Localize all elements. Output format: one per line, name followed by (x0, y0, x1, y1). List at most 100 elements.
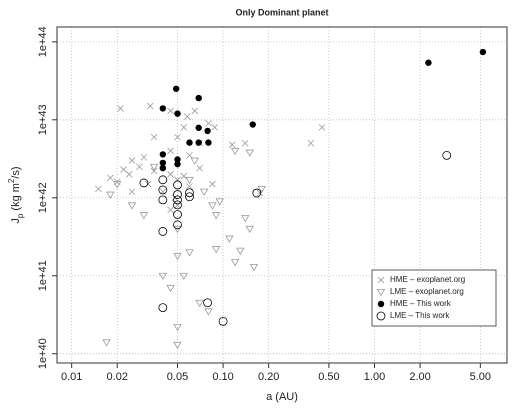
point (117, 105, 124, 112)
y-tick-label: 1e+42 (37, 182, 49, 213)
point (195, 124, 202, 131)
point (173, 220, 182, 230)
point (211, 124, 218, 131)
point (139, 212, 149, 220)
point (158, 227, 168, 236)
x-tick-label: 0.02 (107, 371, 128, 383)
legend-marker (376, 311, 386, 321)
point (125, 171, 133, 178)
point (442, 150, 452, 160)
point (102, 339, 111, 347)
y-axis-label-part: (kg m (10, 183, 22, 214)
point (167, 171, 174, 178)
point (146, 102, 154, 110)
x-axis-label: a (AU) (266, 391, 298, 403)
point (180, 172, 188, 180)
point (159, 151, 167, 158)
point (186, 183, 193, 190)
point (173, 225, 182, 234)
point (191, 107, 199, 115)
legend-marker (377, 276, 385, 284)
point (136, 163, 143, 171)
point (113, 181, 122, 189)
point (236, 247, 245, 255)
point (158, 175, 168, 185)
point (205, 120, 212, 127)
point (173, 341, 182, 350)
point (185, 188, 194, 198)
point (174, 176, 181, 184)
point (249, 263, 259, 272)
point (228, 141, 236, 148)
point (120, 166, 127, 173)
point (318, 124, 326, 131)
point (158, 303, 168, 313)
point (479, 48, 487, 56)
point (127, 202, 137, 210)
x-tick-label: 2.00 (409, 371, 430, 383)
point (173, 252, 182, 261)
point (257, 185, 266, 194)
point (159, 159, 167, 167)
point (174, 110, 181, 117)
plot-frame (56, 26, 508, 364)
point (139, 178, 149, 188)
point (166, 284, 175, 293)
x-tick-label: 0.10 (212, 371, 233, 383)
y-tick-label: 1e+43 (37, 104, 49, 135)
point (183, 113, 191, 120)
point (174, 156, 181, 163)
x-tick-label: 0.50 (318, 371, 339, 383)
point (185, 176, 194, 185)
point (173, 200, 182, 210)
point (203, 298, 212, 308)
point (159, 164, 167, 172)
y-axis-label-part: 2 (7, 178, 16, 183)
y-axis-label-part: p (16, 213, 25, 218)
point (195, 94, 202, 102)
point (128, 157, 136, 164)
point (249, 121, 256, 128)
point (173, 180, 182, 190)
point (172, 85, 180, 92)
point (140, 154, 148, 161)
point (252, 188, 262, 198)
x-tick-label: 5.00 (470, 371, 491, 383)
point (204, 308, 213, 316)
legend-label: LME – This work (390, 311, 450, 320)
point (241, 139, 249, 147)
point (106, 191, 115, 199)
point (307, 139, 315, 147)
legend-label: HME – This work (390, 299, 452, 308)
chart-title: Only Dominant planet (235, 7, 328, 17)
point (150, 133, 158, 141)
point (107, 174, 114, 182)
point (195, 299, 204, 308)
point (173, 210, 182, 219)
point (204, 127, 211, 135)
point (185, 249, 194, 257)
point (230, 147, 240, 156)
point (150, 167, 158, 175)
point (209, 180, 216, 188)
point (173, 195, 182, 205)
point (95, 185, 102, 193)
point (173, 190, 182, 199)
point (149, 163, 159, 172)
point (158, 272, 168, 281)
point (211, 246, 221, 254)
y-tick-label: 1e+44 (37, 26, 49, 57)
point (190, 157, 199, 165)
x-tick-label: 0.20 (258, 371, 279, 383)
point (128, 188, 136, 195)
legend-label: LME – exoplanet.org (390, 287, 464, 296)
point (211, 212, 221, 220)
point (425, 59, 432, 66)
point (179, 272, 188, 281)
legend-marker (377, 300, 385, 308)
y-tick-label: 1e+41 (37, 260, 49, 291)
legend-box (371, 269, 497, 327)
x-tick-label: 0.01 (61, 371, 82, 383)
point (158, 195, 168, 205)
